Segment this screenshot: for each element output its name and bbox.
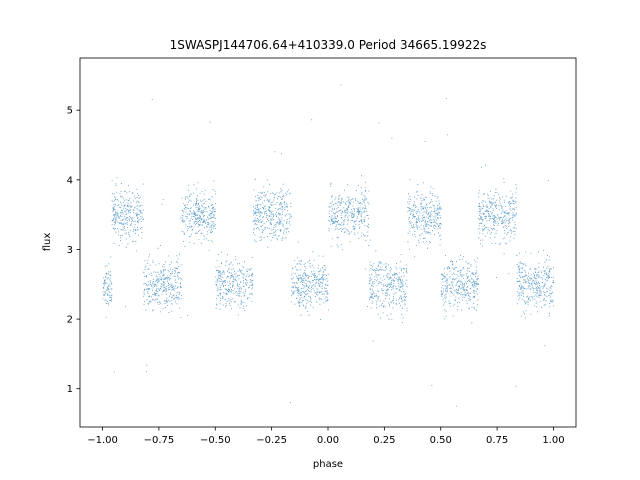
y-tick-label: 3 [67, 245, 73, 256]
x-tick-label: 0.25 [373, 435, 395, 446]
y-axis-ticks: 1 2 3 4 5 [67, 106, 80, 395]
y-tick-label: 4 [67, 175, 73, 186]
y-tick-label: 5 [67, 106, 73, 117]
y-axis-label: flux [42, 233, 53, 252]
x-axis-label: phase [313, 459, 343, 470]
x-tick-label: 1.00 [542, 435, 564, 446]
chart-title: 1SWASPJ144706.64+410339.0 Period 34665.1… [170, 38, 487, 52]
x-tick-label: 0.00 [317, 435, 339, 446]
x-tick-label: −0.50 [200, 435, 231, 446]
x-tick-label: 0.75 [486, 435, 508, 446]
x-tick-label: −0.75 [144, 435, 175, 446]
y-tick-label: 1 [67, 384, 73, 395]
x-tick-label: −0.25 [256, 435, 287, 446]
x-axis-ticks: −1.00 −0.75 −0.50 −0.25 0.00 0.25 0.50 0.75 1.00 [87, 427, 565, 446]
x-tick-label: −1.00 [87, 435, 118, 446]
y-tick-label: 2 [67, 315, 73, 326]
x-tick-label: 0.50 [430, 435, 452, 446]
